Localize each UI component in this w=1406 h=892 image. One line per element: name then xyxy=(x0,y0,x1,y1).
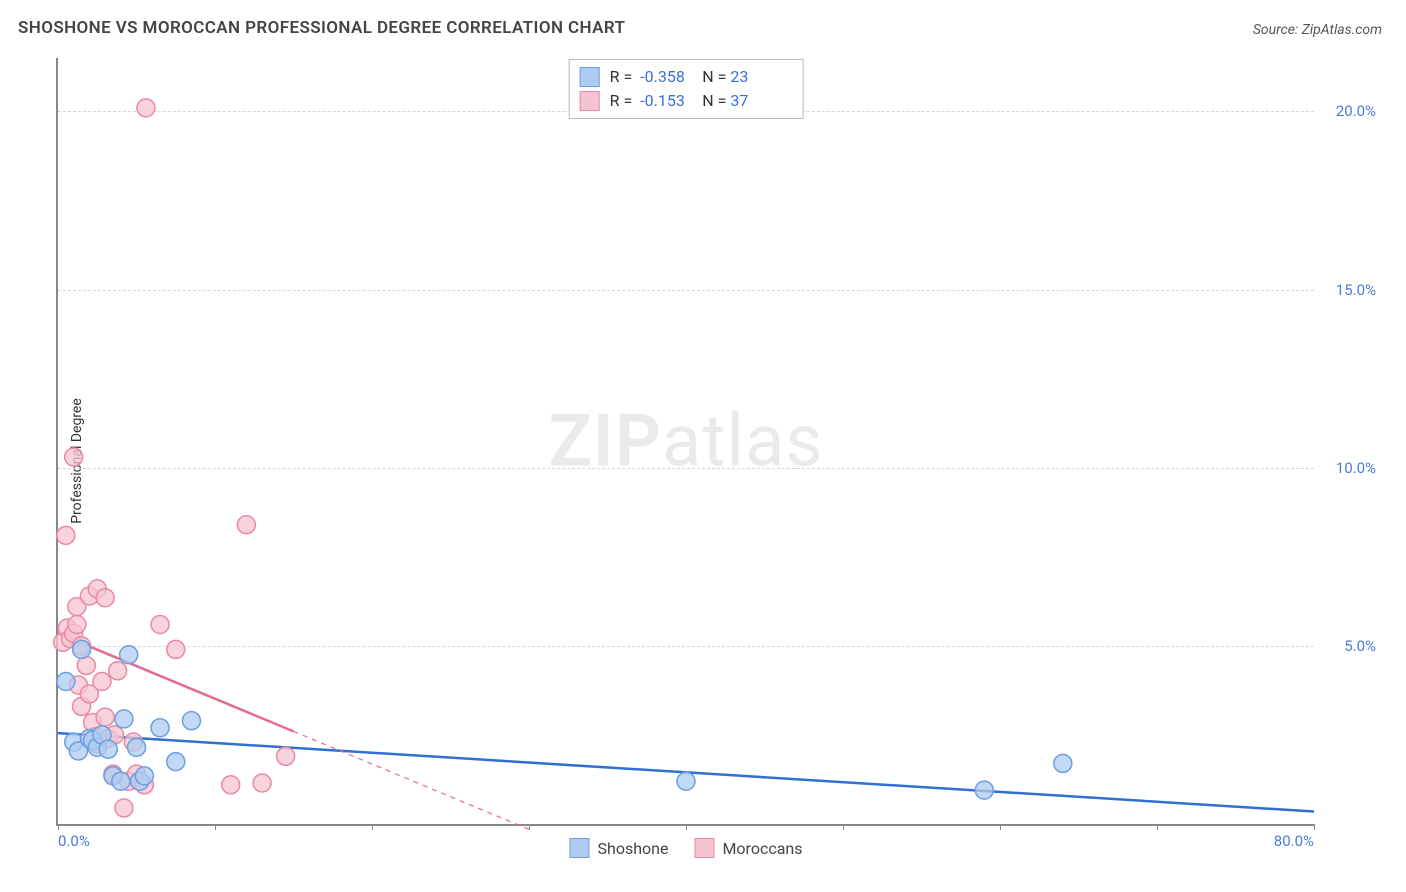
scatter-svg xyxy=(58,58,1314,824)
data-point xyxy=(120,646,138,664)
data-point xyxy=(115,799,133,817)
data-point xyxy=(277,747,295,765)
data-point xyxy=(135,767,153,785)
data-point xyxy=(57,526,75,544)
legend-label: Shoshone xyxy=(598,839,669,858)
data-point xyxy=(677,772,695,790)
y-tick-label: 15.0% xyxy=(1336,281,1376,299)
data-point xyxy=(68,615,86,633)
chart-container: Professional Degree ZIPatlas R = -0.358 … xyxy=(48,58,1386,864)
data-point xyxy=(237,516,255,534)
data-point xyxy=(137,99,155,117)
legend-label: Moroccans xyxy=(722,839,802,858)
data-point xyxy=(167,640,185,658)
data-point xyxy=(167,753,185,771)
data-point xyxy=(253,774,271,792)
x-tick-label: 0.0% xyxy=(58,832,90,850)
y-tick-label: 10.0% xyxy=(1336,459,1376,477)
swatch-moroccans xyxy=(580,91,600,111)
y-tick-label: 5.0% xyxy=(1344,637,1376,655)
data-point xyxy=(1054,754,1072,772)
data-point xyxy=(73,640,91,658)
swatch-shoshone xyxy=(580,67,600,87)
legend-stat-row: R = -0.358 N = 23 xyxy=(580,65,789,89)
data-point xyxy=(93,672,111,690)
data-point xyxy=(222,776,240,794)
legend-series: Shoshone Moroccans xyxy=(570,838,803,858)
y-tick-label: 20.0% xyxy=(1336,102,1376,120)
source-label: Source: ZipAtlas.com xyxy=(1253,22,1382,38)
data-point xyxy=(77,656,95,674)
data-point xyxy=(115,710,133,728)
legend-stat-row: R = -0.153 N = 37 xyxy=(580,89,789,113)
data-point xyxy=(112,772,130,790)
legend-item-moroccans: Moroccans xyxy=(694,838,802,858)
plot-area: ZIPatlas R = -0.358 N = 23 R = -0.153 N … xyxy=(56,58,1314,826)
data-point xyxy=(99,740,117,758)
data-point xyxy=(96,708,114,726)
swatch-shoshone xyxy=(570,838,590,858)
data-point xyxy=(109,662,127,680)
data-point xyxy=(975,781,993,799)
data-point xyxy=(96,589,114,607)
data-point xyxy=(65,448,83,466)
legend-item-shoshone: Shoshone xyxy=(570,838,669,858)
data-point xyxy=(57,672,75,690)
x-tick-label: 80.0% xyxy=(1274,832,1314,850)
legend-stats: R = -0.358 N = 23 R = -0.153 N = 37 xyxy=(569,59,804,119)
data-point xyxy=(182,712,200,730)
data-point xyxy=(151,615,169,633)
chart-title: SHOSHONE VS MOROCCAN PROFESSIONAL DEGREE… xyxy=(18,18,625,38)
swatch-moroccans xyxy=(694,838,714,858)
data-point xyxy=(151,719,169,737)
data-point xyxy=(128,738,146,756)
